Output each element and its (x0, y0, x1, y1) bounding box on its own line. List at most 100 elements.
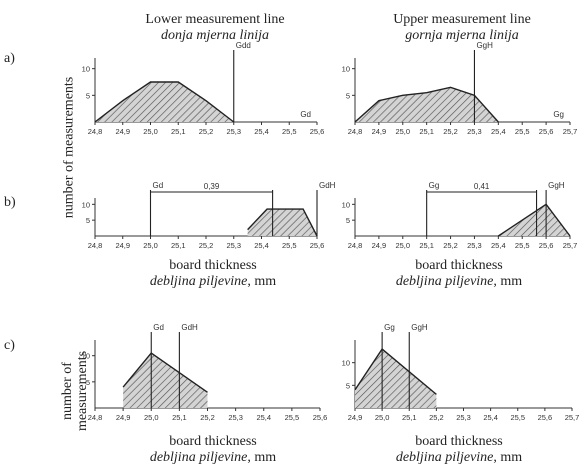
b-upper-x-tick-label: 24,8 (348, 241, 363, 250)
b-upper-x-tick-label: 25,4 (491, 241, 506, 250)
a-upper-area (355, 87, 499, 122)
x-caption-b-upper-hr: debljina piljevine (395, 274, 494, 289)
b-lower-x-tick-label: 25,0 (143, 241, 158, 250)
x-caption-b-lower-unit: , mm (247, 274, 277, 289)
b-upper-annotation-label-0: 0,41 (474, 182, 490, 191)
a-lower-x-tick-label: 25,4 (254, 127, 269, 136)
x-caption-c-upper-en: board thickness (415, 434, 503, 449)
b-upper-y-tick-label: 5 (346, 216, 350, 225)
x-caption-c-upper-hr: debljina piljevine (395, 450, 494, 465)
a-upper-vline-label-0: GgH (476, 41, 493, 50)
b-lower-vline-label-0: Gd (153, 181, 164, 190)
b-lower-x-tick-label: 25,1 (171, 241, 186, 250)
b-lower-x-tick-label: 25,5 (282, 241, 297, 250)
a-lower-series-line (94, 81, 235, 123)
c-lower-x-tick-label: 25,3 (228, 413, 243, 422)
c-lower-x-tick-label: 24,9 (116, 413, 131, 422)
b-lower-vline-label-2: GdH (319, 181, 336, 190)
b-upper-x-tick-label: 25,3 (467, 241, 482, 250)
col-head-lower: Lower measurement line donja mjerna lini… (95, 12, 335, 44)
c-lower-y-tick-label: 5 (86, 378, 90, 387)
c-upper-y-tick-label: 5 (346, 381, 350, 390)
x-caption-c-upper-unit: , mm (493, 450, 523, 465)
x-caption-c-upper: board thickness debljina piljevine, mm (349, 434, 569, 466)
c-upper-area (355, 349, 437, 408)
a-upper-x-tick-label: 24,8 (348, 127, 363, 136)
x-caption-b-lower: board thickness debljina piljevine, mm (103, 258, 323, 290)
b-upper-vline-label-2: GgH (548, 181, 565, 190)
a-upper-x-tick-label: 25,5 (515, 127, 530, 136)
c-lower-x-tick-label: 25,2 (200, 413, 215, 422)
a-upper-x-tick-label: 25,6 (539, 127, 554, 136)
a-lower-x-tick-label: 25,3 (226, 127, 241, 136)
b-upper-x-tick-label: 25,5 (515, 241, 530, 250)
x-caption-c-lower-hr: debljina piljevine (149, 450, 248, 465)
c-upper-vline-label-1: GgH (411, 323, 428, 332)
a-lower-x-tick-label: 25,0 (143, 127, 158, 136)
a-upper-x-tick-label: 25,1 (419, 127, 434, 136)
a-upper-axis-end-label: Gg (553, 110, 564, 119)
row-label-a: a) (4, 51, 15, 66)
b-lower-x-tick-label: 25,4 (254, 241, 269, 250)
c-upper-y-tick-label: 10 (342, 359, 350, 368)
c-lower-x-tick-label: 25,4 (256, 413, 271, 422)
a-upper-x-tick-label: 25,2 (443, 127, 458, 136)
b-upper-area (498, 204, 570, 236)
c-lower-y-tick-label: 10 (82, 352, 90, 361)
a-lower-y-tick-label: 5 (86, 91, 90, 100)
c-upper-x-tick-label: 25,2 (429, 413, 444, 422)
c-lower-x-tick-label: 25,6 (313, 413, 328, 422)
c-lower-x-tick-label: 25,5 (285, 413, 300, 422)
b-lower-x-tick-label: 24,8 (88, 241, 103, 250)
a-lower-x-tick-label: 24,8 (88, 127, 103, 136)
c-lower-x-tick-label: 25,1 (172, 413, 187, 422)
c-upper-vline-label-0: Gg (384, 323, 395, 332)
b-lower-x-tick-label: 25,2 (199, 241, 214, 250)
a-upper-x-tick-label: 25,0 (395, 127, 410, 136)
b-upper-x-tick-label: 25,1 (419, 241, 434, 250)
a-lower-x-tick-label: 25,2 (199, 127, 214, 136)
b-lower-series-line (247, 208, 318, 237)
x-caption-b-upper: board thickness debljina piljevine, mm (349, 258, 569, 290)
col-head-lower-en: Lower measurement line (145, 12, 285, 27)
b-upper-x-tick-label: 25,0 (395, 241, 410, 250)
x-caption-c-lower: board thickness debljina piljevine, mm (103, 434, 323, 466)
b-upper-x-tick-label: 24,9 (372, 241, 387, 250)
a-lower-vline-label-0: Gdd (236, 41, 251, 50)
a-lower-x-tick-label: 24,9 (115, 127, 130, 136)
x-caption-c-lower-en: board thickness (169, 434, 257, 449)
b-lower-y-tick-label: 5 (86, 216, 90, 225)
c-lower-vline-label-0: Gd (153, 323, 164, 332)
a-upper-x-tick-label: 25,7 (563, 127, 578, 136)
a-lower-area (95, 82, 234, 122)
a-upper-y-tick-label: 5 (346, 91, 350, 100)
a-lower-x-tick-label: 25,1 (171, 127, 186, 136)
c-lower-x-tick-label: 25,0 (144, 413, 159, 422)
b-lower-x-tick-label: 24,9 (115, 241, 130, 250)
a-upper-x-tick-label: 25,3 (467, 127, 482, 136)
c-lower-vline-label-1: GdH (181, 323, 198, 332)
a-lower-axis-end-label: Gd (300, 110, 311, 119)
x-caption-c-lower-unit: , mm (247, 450, 277, 465)
c-upper-x-tick-label: 25,6 (538, 413, 553, 422)
b-lower-y-tick-label: 10 (82, 200, 90, 209)
x-caption-b-upper-unit: , mm (493, 274, 523, 289)
c-upper-x-tick-label: 25,3 (456, 413, 471, 422)
c-upper-x-tick-label: 24,9 (348, 413, 363, 422)
b-lower-area (247, 209, 317, 236)
c-lower-area (123, 353, 208, 408)
b-lower-x-tick-label: 25,6 (310, 241, 325, 250)
b-upper-y-tick-label: 10 (342, 200, 350, 209)
row-label-b: b) (4, 195, 16, 210)
c-upper-x-tick-label: 25,7 (565, 413, 580, 422)
a-lower-y-tick-label: 10 (82, 65, 90, 74)
col-head-upper-en: Upper measurement line (393, 12, 531, 27)
c-upper-x-tick-label: 25,0 (375, 413, 390, 422)
x-caption-b-lower-en: board thickness (169, 258, 257, 273)
b-upper-x-tick-label: 25,2 (443, 241, 458, 250)
a-upper-x-tick-label: 25,4 (491, 127, 506, 136)
col-head-upper-hr: gornja mjerna linija (405, 28, 519, 43)
x-caption-b-upper-en: board thickness (415, 258, 503, 273)
col-head-upper: Upper measurement line gornja mjerna lin… (342, 12, 582, 44)
